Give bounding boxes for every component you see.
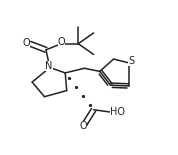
Text: O: O	[22, 38, 30, 48]
Text: O: O	[57, 37, 65, 47]
Text: HO: HO	[110, 107, 125, 117]
Text: N: N	[45, 61, 53, 71]
Text: O: O	[79, 121, 87, 131]
Text: S: S	[128, 56, 134, 66]
